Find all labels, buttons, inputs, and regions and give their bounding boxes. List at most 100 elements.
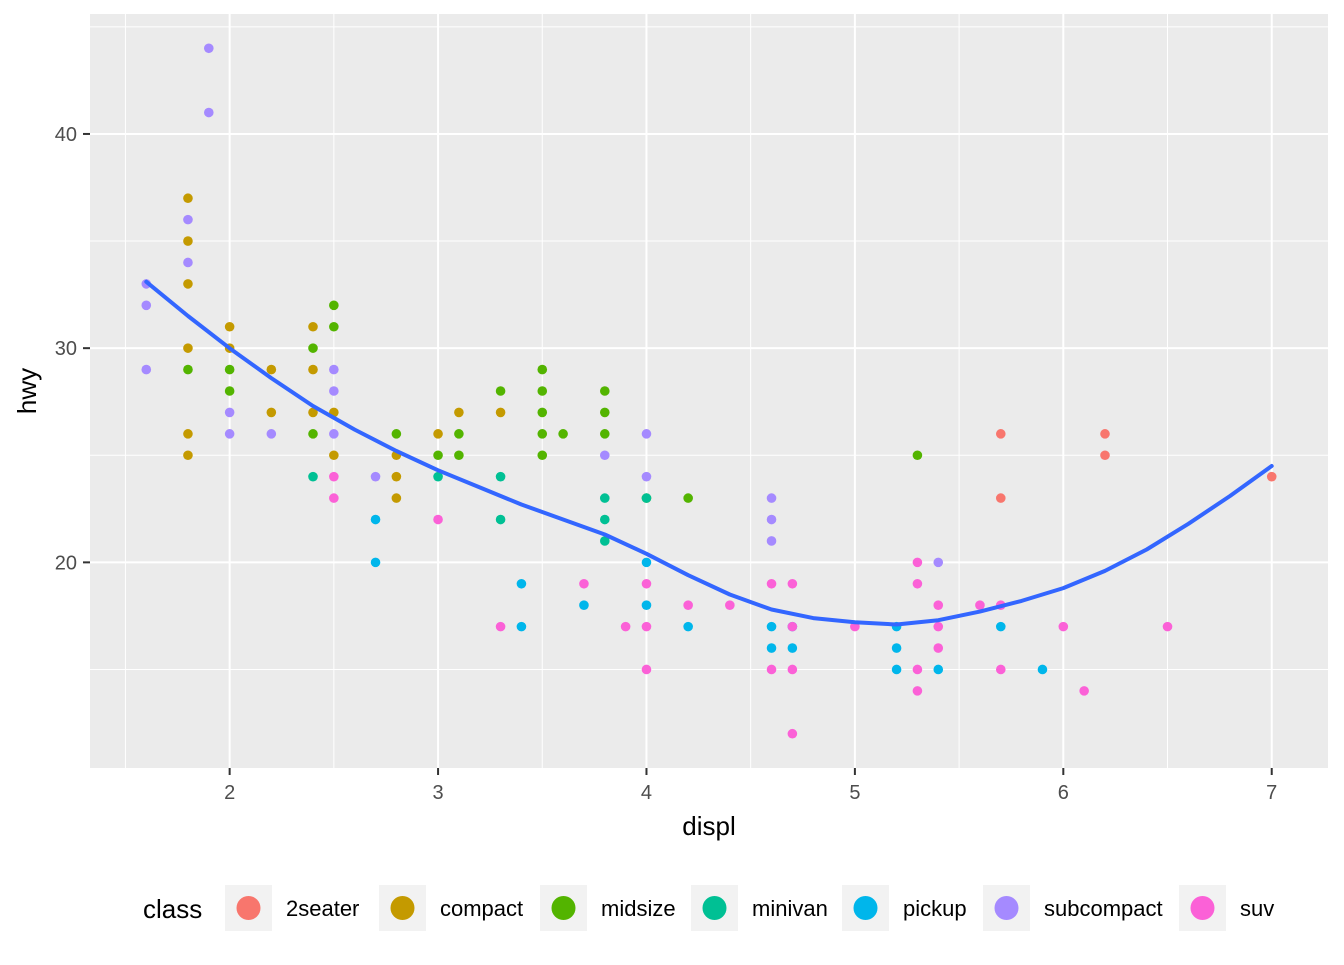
legend-label: compact (440, 896, 523, 921)
data-point-subcompact (766, 514, 777, 525)
data-point-2seater (995, 429, 1006, 439)
legend-entry-2seater: 2seater (225, 885, 359, 931)
data-point-compact (308, 407, 318, 418)
data-point-midsize (308, 429, 318, 439)
data-point-pickup (766, 643, 777, 653)
data-point-suv (329, 493, 339, 503)
data-point-minivan (641, 493, 652, 503)
data-point-compact (308, 364, 318, 375)
x-axis-title: displ (682, 811, 735, 841)
data-point-compact (495, 407, 506, 418)
data-point-minivan (495, 471, 506, 482)
x-tick-label: 5 (849, 782, 860, 804)
legend-entries: 2seater compact midsize minivan pickup subcom… (225, 885, 1274, 931)
data-point-suv (912, 686, 923, 696)
data-point-suv (766, 578, 777, 589)
data-point-suv (641, 578, 652, 589)
legend-entry-pickup: pickup (842, 885, 967, 931)
data-point-subcompact (266, 429, 277, 439)
data-point-2seater (1100, 450, 1110, 461)
data-point-midsize (224, 364, 235, 375)
legend-entry-midsize: midsize (540, 885, 676, 931)
data-point-midsize (912, 450, 923, 461)
data-point-midsize (183, 364, 193, 375)
data-point-pickup (891, 643, 902, 653)
data-point-midsize (308, 343, 318, 353)
legend-title: class (143, 894, 202, 924)
data-point-midsize (537, 364, 548, 375)
data-point-suv (1162, 621, 1173, 632)
data-point-midsize (537, 407, 548, 418)
data-point-midsize (599, 386, 610, 396)
data-point-2seater (995, 493, 1006, 503)
data-point-suv (933, 643, 944, 653)
data-point-pickup (787, 643, 798, 653)
data-point-compact (433, 429, 443, 439)
data-point-subcompact (370, 471, 381, 482)
legend-key-dot (1190, 896, 1215, 920)
data-point-midsize (537, 429, 548, 439)
data-point-suv (641, 664, 652, 675)
data-point-compact (329, 450, 339, 461)
data-point-pickup (933, 664, 944, 675)
data-point-midsize (558, 429, 568, 439)
data-point-compact (266, 364, 277, 375)
data-point-suv (912, 664, 923, 675)
y-tick-label: 40 (55, 124, 77, 146)
data-point-pickup (641, 557, 652, 568)
data-point-midsize (599, 407, 610, 418)
legend-key-dot (702, 896, 727, 920)
data-point-suv (766, 664, 777, 675)
data-point-suv (995, 664, 1006, 675)
x-axis: 2 3 4 5 6 7 (224, 768, 1277, 804)
data-point-pickup (516, 621, 527, 632)
data-point-midsize (433, 450, 443, 461)
data-point-suv (933, 600, 944, 611)
data-point-suv (933, 621, 944, 632)
data-point-pickup (516, 578, 527, 589)
data-point-pickup (995, 621, 1006, 632)
x-tick-label: 3 (432, 782, 443, 804)
data-point-subcompact (641, 471, 652, 482)
data-point-subcompact (203, 107, 214, 118)
legend-label: midsize (601, 896, 676, 921)
data-point-compact (308, 321, 318, 332)
data-point-pickup (1037, 664, 1048, 675)
data-point-pickup (370, 514, 381, 525)
data-point-suv (495, 621, 506, 632)
legend-label: subcompact (1044, 896, 1163, 921)
x-tick-label: 4 (641, 782, 652, 804)
legend: class 2seater compact midsize minivan pickup… (143, 885, 1274, 931)
data-point-midsize (329, 300, 339, 311)
data-point-subcompact (329, 364, 339, 375)
data-point-compact (183, 450, 193, 461)
data-point-minivan (308, 471, 318, 482)
data-point-suv (787, 728, 798, 739)
data-point-subcompact (141, 300, 152, 311)
points-layer (141, 43, 1277, 739)
data-point-minivan (599, 536, 610, 546)
data-point-pickup (891, 664, 902, 675)
data-point-midsize (537, 450, 548, 461)
y-tick-label: 30 (55, 338, 77, 360)
data-point-pickup (766, 621, 777, 632)
data-point-compact (391, 493, 402, 503)
data-point-midsize (454, 429, 464, 439)
legend-key-dot (551, 896, 576, 920)
y-axis: 20 30 40 (55, 124, 90, 574)
data-point-midsize (329, 321, 339, 332)
data-point-compact (454, 407, 464, 418)
data-point-2seater (1266, 471, 1277, 482)
data-point-compact (391, 471, 402, 482)
data-point-minivan (433, 471, 443, 482)
data-point-midsize (683, 493, 693, 503)
data-point-subcompact (599, 450, 610, 461)
data-point-pickup (370, 557, 381, 568)
data-point-suv (975, 600, 985, 611)
data-point-2seater (1100, 429, 1110, 439)
legend-label: minivan (752, 896, 828, 921)
legend-entry-compact: compact (379, 885, 523, 931)
y-tick-label: 20 (55, 552, 77, 574)
